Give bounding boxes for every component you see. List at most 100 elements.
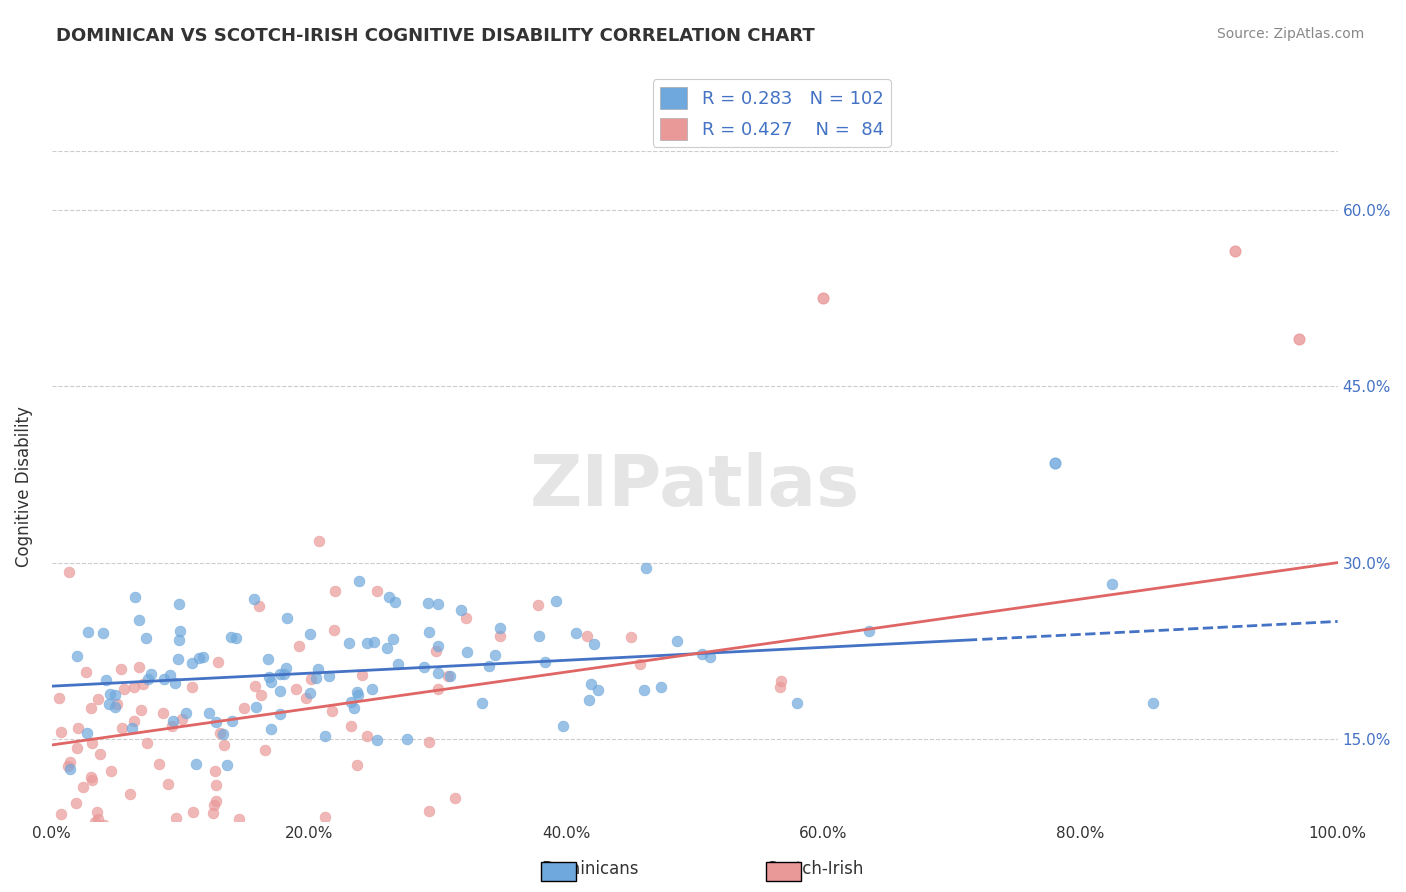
Point (314, 810, 336, 824)
Point (112, 681, 135, 696)
Point (163, 675, 186, 690)
Point (299, 673, 322, 687)
Legend: R = 0.283   N = 102, R = 0.427    N =  84: R = 0.283 N = 102, R = 0.427 N = 84 (652, 79, 891, 147)
Point (122, 680, 145, 694)
Point (305, 671, 328, 685)
Point (58, 565, 80, 579)
Point (586, 682, 609, 697)
Point (243, 591, 266, 606)
Point (120, 787, 142, 801)
Point (321, 705, 343, 719)
Point (620, 630, 643, 644)
Point (298, 627, 321, 641)
Point (298, 685, 321, 699)
Point (72, 780, 94, 795)
Text: Scotch-Irish: Scotch-Irish (766, 860, 865, 878)
Point (136, 672, 159, 686)
Point (628, 657, 651, 671)
Point (769, 674, 792, 689)
Point (180, 657, 202, 671)
Text: ZIPatlas: ZIPatlas (530, 451, 859, 521)
Point (284, 682, 307, 697)
Point (384, 595, 406, 609)
Point (346, 685, 368, 699)
Point (416, 596, 439, 610)
Point (366, 584, 388, 599)
Point (363, 634, 385, 648)
Point (295, 690, 318, 705)
Point (381, 632, 404, 647)
Point (225, 631, 247, 645)
Point (269, 666, 291, 681)
Point (427, 681, 450, 696)
Point (172, 712, 194, 726)
Point (665, 634, 688, 648)
Point (212, 738, 235, 752)
Point (51, 724, 73, 739)
Point (443, 791, 465, 805)
Point (786, 696, 808, 710)
Point (450, 603, 472, 617)
Point (80, 772, 103, 787)
Point (259, 722, 281, 736)
Point (84, 814, 107, 829)
Point (858, 624, 880, 638)
Point (162, 714, 184, 729)
Point (97, 698, 120, 712)
Point (337, 636, 360, 650)
Point (86, 805, 108, 819)
Text: Source: ZipAtlas.com: Source: ZipAtlas.com (1216, 27, 1364, 41)
Point (209, 726, 232, 740)
Point (165, 811, 187, 825)
Point (87, 691, 110, 706)
Point (578, 692, 600, 706)
Point (375, 641, 398, 656)
Point (59, 756, 82, 770)
Point (215, 757, 238, 772)
Point (1043, 456, 1066, 470)
Point (198, 706, 221, 720)
Point (169, 624, 191, 639)
Point (245, 700, 267, 714)
Point (366, 733, 388, 747)
Point (269, 684, 291, 698)
Point (167, 597, 190, 611)
Point (276, 611, 298, 625)
Point (148, 756, 170, 771)
Point (346, 758, 368, 772)
Point (269, 707, 291, 722)
Point (308, 534, 330, 549)
Point (159, 668, 181, 682)
Point (65, 796, 87, 810)
Point (436, 669, 458, 683)
Point (181, 805, 204, 820)
Point (188, 651, 211, 665)
Point (219, 630, 242, 644)
Point (167, 633, 190, 648)
Point (204, 714, 226, 729)
Point (257, 669, 280, 683)
Y-axis label: Cognitive Disability: Cognitive Disability (15, 406, 32, 566)
Point (1223, 244, 1246, 258)
Point (456, 611, 478, 625)
Point (288, 640, 311, 654)
Point (67, 721, 90, 735)
Point (527, 629, 550, 643)
Point (418, 735, 440, 749)
Point (245, 679, 267, 693)
Point (58, 762, 80, 776)
Point (249, 689, 271, 703)
Point (350, 667, 373, 681)
Point (77, 624, 100, 639)
Point (124, 590, 146, 604)
Point (100, 764, 122, 778)
Point (76, 726, 98, 740)
Point (769, 680, 792, 694)
Point (80, 736, 103, 750)
Point (66, 740, 89, 755)
Point (89, 747, 111, 761)
Point (162, 719, 184, 733)
Point (634, 560, 657, 574)
Point (579, 676, 602, 690)
Point (260, 674, 283, 689)
